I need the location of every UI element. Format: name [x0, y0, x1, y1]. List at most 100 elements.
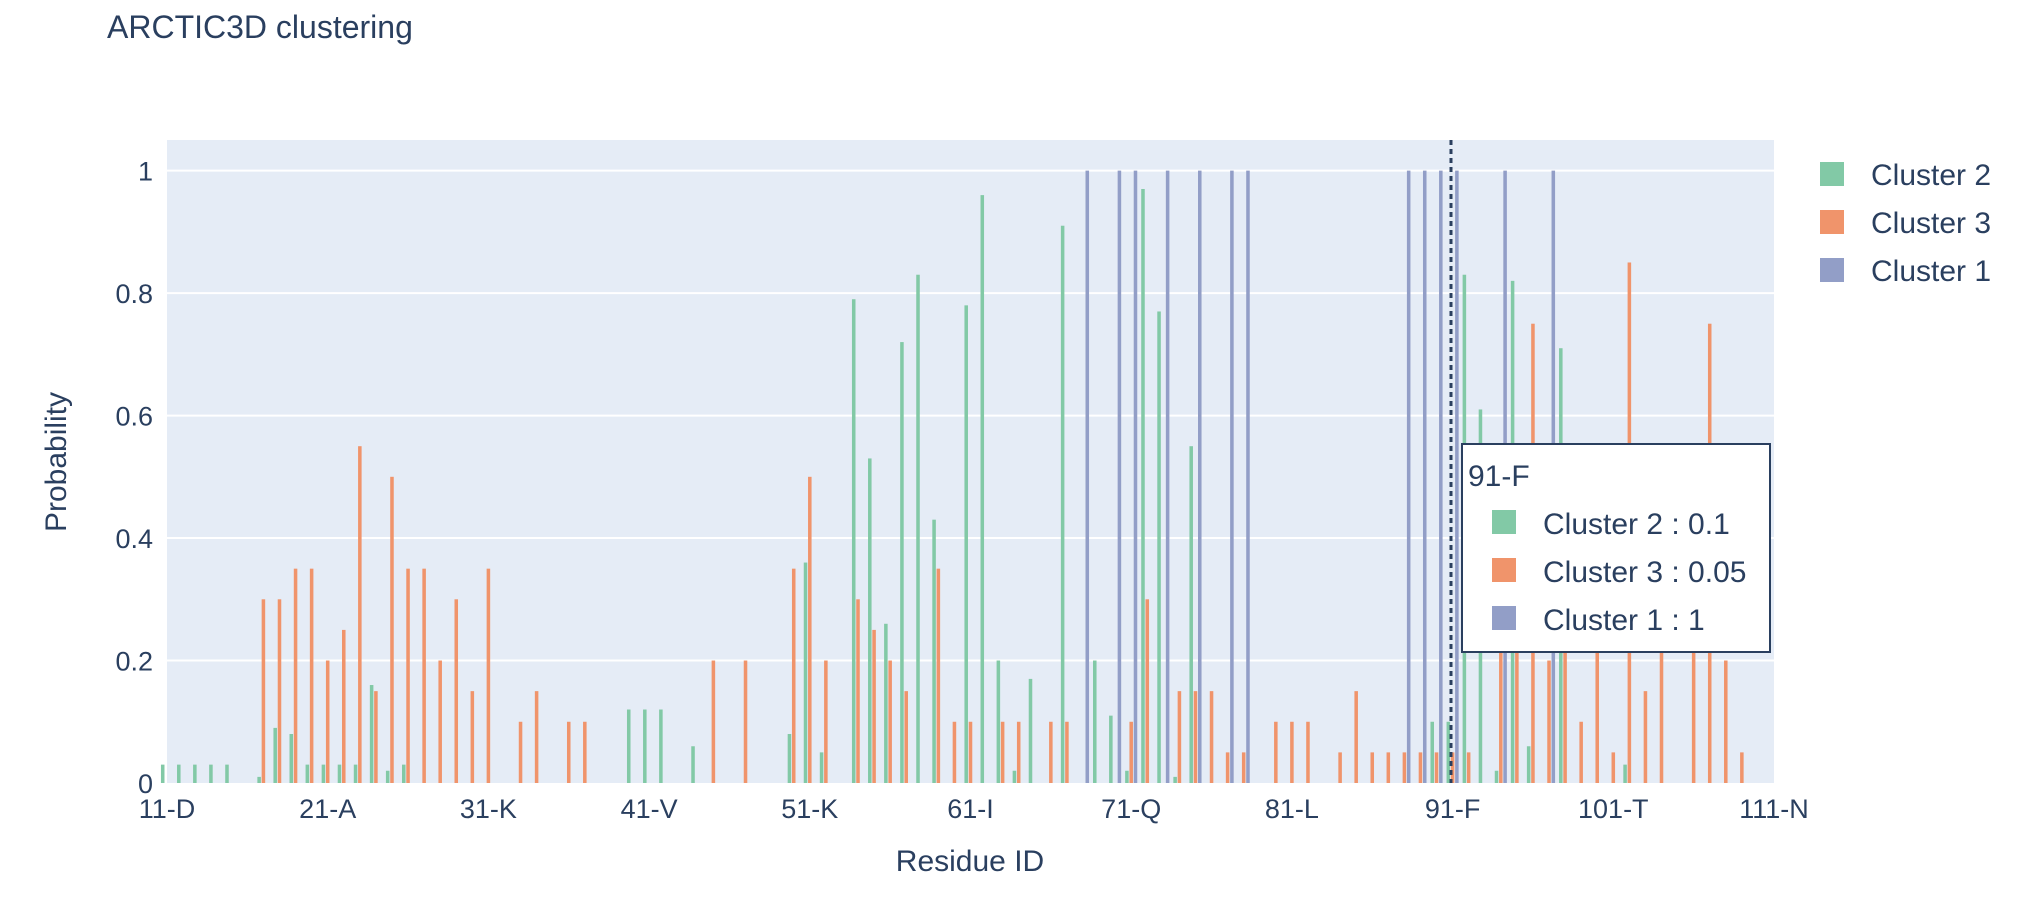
- bar-cluster-2[interactable]: [659, 709, 663, 783]
- legend-item[interactable]: Cluster 3: [1820, 207, 1991, 240]
- bar-cluster-3[interactable]: [358, 446, 362, 783]
- bar-cluster-2[interactable]: [1189, 446, 1193, 783]
- bar-cluster-2[interactable]: [1430, 721, 1435, 783]
- bar-cluster-3[interactable]: [325, 660, 330, 783]
- bar-cluster-2[interactable]: [1125, 770, 1129, 783]
- bar-cluster-2[interactable]: [353, 764, 358, 783]
- bar-cluster-1[interactable]: [1230, 170, 1234, 784]
- bar-cluster-2[interactable]: [1526, 746, 1531, 783]
- bar-cluster-3[interactable]: [1418, 752, 1423, 783]
- bar-cluster-2[interactable]: [691, 746, 695, 783]
- bar-cluster-2[interactable]: [177, 764, 181, 783]
- bar-cluster-3[interactable]: [309, 568, 314, 783]
- bar-cluster-3[interactable]: [1065, 721, 1069, 783]
- bar-cluster-3[interactable]: [1547, 660, 1551, 783]
- bar-cluster-3[interactable]: [566, 721, 571, 783]
- bar-cluster-3[interactable]: [872, 629, 876, 783]
- bar-cluster-3[interactable]: [1306, 721, 1310, 783]
- bar-cluster-1[interactable]: [1197, 170, 1202, 784]
- bar-cluster-3[interactable]: [534, 691, 539, 783]
- bar-cluster-2[interactable]: [273, 727, 277, 783]
- bar-cluster-2[interactable]: [868, 458, 872, 783]
- bar-cluster-1[interactable]: [1455, 170, 1459, 784]
- bar-cluster-3[interactable]: [1643, 691, 1648, 783]
- bar-cluster-3[interactable]: [470, 691, 475, 783]
- bar-cluster-3[interactable]: [390, 476, 394, 783]
- bar-cluster-3[interactable]: [711, 660, 716, 783]
- bar-cluster-3[interactable]: [342, 629, 346, 783]
- bar-cluster-3[interactable]: [968, 721, 973, 783]
- bar-cluster-3[interactable]: [261, 599, 266, 783]
- bar-cluster-2[interactable]: [1494, 770, 1499, 783]
- bar-cluster-1[interactable]: [1406, 170, 1411, 784]
- bar-cluster-3[interactable]: [808, 476, 812, 783]
- bar-cluster-3[interactable]: [1016, 721, 1021, 783]
- bar-cluster-3[interactable]: [888, 660, 892, 783]
- bar-cluster-2[interactable]: [980, 195, 985, 784]
- bar-cluster-3[interactable]: [1611, 752, 1616, 783]
- bar-cluster-2[interactable]: [1109, 715, 1113, 783]
- bar-cluster-3[interactable]: [1450, 752, 1455, 783]
- bar-cluster-3[interactable]: [1129, 721, 1133, 783]
- bar-cluster-2[interactable]: [851, 299, 856, 783]
- bar-cluster-3[interactable]: [1691, 629, 1696, 783]
- bar-cluster-3[interactable]: [791, 568, 796, 783]
- bar-cluster-3[interactable]: [422, 568, 426, 783]
- bar-cluster-3[interactable]: [1434, 752, 1439, 783]
- bar-cluster-2[interactable]: [1157, 311, 1161, 783]
- bar-cluster-3[interactable]: [936, 568, 941, 783]
- bar-cluster-3[interactable]: [454, 599, 459, 783]
- bar-cluster-2[interactable]: [385, 770, 390, 783]
- bar-cluster-2[interactable]: [209, 764, 213, 783]
- bar-cluster-2[interactable]: [819, 752, 824, 783]
- bar-cluster-3[interactable]: [518, 721, 523, 783]
- bar-cluster-3[interactable]: [293, 568, 298, 783]
- legend[interactable]: Cluster 2 Cluster 3 Cluster 1: [1820, 159, 1991, 288]
- bar-cluster-1[interactable]: [1133, 170, 1138, 784]
- bar-cluster-2[interactable]: [289, 734, 294, 783]
- bar-cluster-2[interactable]: [643, 709, 647, 783]
- bar-cluster-3[interactable]: [1274, 721, 1278, 783]
- bar-cluster-2[interactable]: [1623, 764, 1627, 783]
- legend-item[interactable]: Cluster 1: [1820, 255, 1991, 288]
- bar-cluster-3[interactable]: [1402, 752, 1407, 783]
- bar-cluster-3[interactable]: [952, 721, 957, 783]
- bar-cluster-2[interactable]: [964, 305, 968, 783]
- bar-cluster-3[interactable]: [1386, 752, 1391, 783]
- bar-cluster-3[interactable]: [1370, 752, 1375, 783]
- bar-cluster-2[interactable]: [160, 764, 165, 783]
- bar-cluster-2[interactable]: [900, 342, 904, 783]
- bar-cluster-3[interactable]: [1338, 752, 1342, 783]
- bar-cluster-3[interactable]: [1466, 752, 1471, 783]
- bar-cluster-2[interactable]: [996, 660, 1001, 783]
- bar-cluster-1[interactable]: [1085, 170, 1090, 784]
- bar-cluster-1[interactable]: [1246, 170, 1250, 784]
- bar-cluster-3[interactable]: [1499, 599, 1503, 783]
- bar-cluster-3[interactable]: [1724, 660, 1728, 783]
- bar-cluster-2[interactable]: [305, 764, 310, 783]
- bar-cluster-2[interactable]: [1028, 678, 1033, 783]
- bar-cluster-3[interactable]: [1241, 752, 1246, 783]
- bar-cluster-1[interactable]: [1117, 170, 1122, 784]
- bar-cluster-3[interactable]: [1740, 752, 1744, 783]
- bar-cluster-2[interactable]: [337, 764, 342, 783]
- bar-cluster-3[interactable]: [1563, 599, 1567, 783]
- bar-cluster-3[interactable]: [1000, 721, 1005, 783]
- bar-cluster-2[interactable]: [225, 764, 229, 783]
- bar-cluster-2[interactable]: [884, 623, 888, 783]
- bar-cluster-1[interactable]: [1422, 170, 1427, 784]
- bar-cluster-2[interactable]: [193, 764, 197, 783]
- bar-cluster-3[interactable]: [1515, 599, 1519, 783]
- bar-cluster-3[interactable]: [1595, 629, 1599, 783]
- bar-cluster-3[interactable]: [904, 691, 908, 783]
- bar-cluster-2[interactable]: [1060, 225, 1065, 783]
- bar-cluster-3[interactable]: [824, 660, 828, 783]
- bar-cluster-3[interactable]: [1290, 721, 1294, 783]
- bar-cluster-1[interactable]: [1439, 170, 1443, 784]
- bar-cluster-2[interactable]: [1446, 721, 1451, 783]
- bar-cluster-2[interactable]: [626, 709, 631, 783]
- bar-cluster-3[interactable]: [583, 721, 587, 783]
- bar-cluster-3[interactable]: [1145, 599, 1150, 783]
- bar-cluster-3[interactable]: [1193, 691, 1198, 783]
- bar-cluster-2[interactable]: [1012, 770, 1017, 783]
